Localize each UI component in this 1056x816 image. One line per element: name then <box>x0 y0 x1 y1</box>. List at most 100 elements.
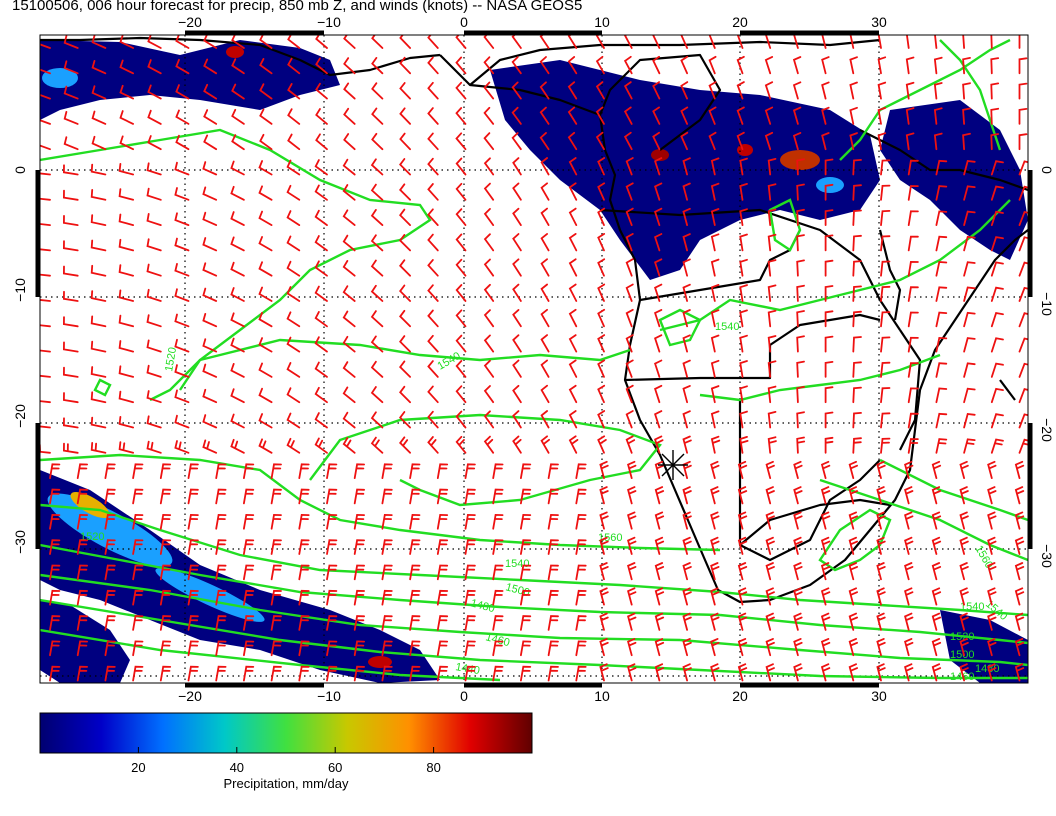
wind-barb-icon <box>682 536 692 555</box>
wind-barb-icon <box>492 564 504 581</box>
wind-barb-icon <box>427 183 439 201</box>
wind-barb-icon <box>710 385 720 404</box>
wind-barb-icon <box>904 511 914 530</box>
wind-barb-icon <box>492 513 504 530</box>
wind-barb-icon <box>342 234 356 252</box>
wind-barb-icon <box>654 258 663 277</box>
wind-barb-icon <box>575 513 587 530</box>
wind-barb-icon <box>342 285 356 302</box>
wind-barb-icon <box>63 111 79 125</box>
wind-barb-icon <box>962 132 971 151</box>
wind-barb-icon <box>625 283 634 302</box>
wind-barb-icon <box>765 587 775 606</box>
wind-barb-icon <box>963 261 976 277</box>
contour-1520-north <box>40 128 432 402</box>
wind-barb-icon <box>370 209 384 226</box>
wind-barb-icon <box>599 638 609 657</box>
wind-barb-icon <box>597 233 606 252</box>
wind-barb-icon <box>824 335 834 353</box>
wind-barb-icon <box>959 612 969 631</box>
wind-barb-icon <box>40 172 51 176</box>
wind-barb-icon <box>315 133 328 151</box>
wind-barb-icon <box>243 539 255 555</box>
wind-barb-icon <box>342 335 356 353</box>
wind-barb-icon <box>963 362 976 378</box>
lon-tick-label: −10 <box>317 14 341 30</box>
contour-1520-south <box>40 503 721 594</box>
wind-barb-icon <box>852 234 862 252</box>
wind-barb-icon <box>904 638 914 657</box>
wind-barb-icon <box>739 436 749 454</box>
lat-tick-label: −10 <box>1039 292 1055 316</box>
wind-barb-icon <box>1018 261 1028 277</box>
colorbar-tick-label: 20 <box>131 760 145 775</box>
wind-barb-icon <box>990 35 993 49</box>
wind-barb-icon <box>654 435 664 454</box>
wind-barb-icon <box>399 208 411 226</box>
wind-barb-icon <box>568 410 578 429</box>
wind-barb-icon <box>298 640 310 657</box>
wind-barb-icon <box>174 338 190 353</box>
wind-barb-icon <box>959 536 969 555</box>
wind-barb-icon <box>880 311 891 328</box>
wind-barb-icon <box>62 341 79 353</box>
wind-barb-icon <box>824 411 834 429</box>
wind-barb-icon <box>962 57 971 75</box>
wind-barb-icon <box>877 56 887 75</box>
wind-barb-icon <box>796 411 805 429</box>
wind-barb-icon <box>231 134 245 151</box>
wind-barb-icon <box>568 308 578 328</box>
wind-barb-icon <box>342 361 356 378</box>
wind-barb-icon <box>492 615 504 631</box>
wind-barb-icon <box>49 640 61 657</box>
wind-barb-icon <box>104 463 116 479</box>
wind-barb-icon <box>427 360 439 378</box>
wind-barb-icon <box>739 258 748 277</box>
wind-barb-icon <box>654 157 663 176</box>
lat-tick-label: −20 <box>12 404 28 428</box>
wind-barb-icon <box>132 665 144 682</box>
wind-barb-icon <box>399 284 411 302</box>
wind-barb-icon <box>820 536 831 555</box>
wind-barb-icon <box>287 83 301 100</box>
wind-barb-icon <box>40 425 51 429</box>
wind-barb-icon <box>243 488 255 505</box>
wind-barb-icon <box>159 615 172 631</box>
wind-barb-icon <box>231 108 245 125</box>
contour-1560-north-east <box>939 39 1002 151</box>
lon-tick-label: −20 <box>178 688 202 704</box>
wind-barb-icon <box>547 513 559 530</box>
wind-barb-icon <box>682 207 691 226</box>
wind-barb-icon <box>796 158 805 176</box>
wind-barb-icon <box>710 435 721 454</box>
wind-barb-icon <box>540 334 550 353</box>
wind-barb-icon <box>512 359 522 378</box>
wind-barb-icon <box>132 589 144 606</box>
wind-barb-icon <box>820 612 831 631</box>
wind-barb-icon <box>963 413 976 429</box>
wind-barb-icon <box>877 132 887 151</box>
wind-barb-icon <box>627 612 637 631</box>
lat-tick-label: 0 <box>12 166 28 174</box>
wind-barb-icon <box>935 159 948 176</box>
wind-barb-icon <box>62 265 79 277</box>
wind-barb-icon <box>342 310 356 328</box>
wind-barb-icon <box>931 638 942 657</box>
wind-barb-icon <box>132 539 144 555</box>
wind-barb-icon <box>682 258 691 277</box>
asterisk-marker-icon <box>658 450 688 480</box>
wind-barb-icon <box>159 564 172 581</box>
wind-barb-icon <box>575 640 587 657</box>
wind-barb-icon <box>935 412 948 429</box>
wind-barb-icon <box>259 108 273 125</box>
wind-barb-icon <box>931 612 942 631</box>
wind-barb-icon <box>682 182 691 201</box>
wind-barb-icon <box>849 81 858 100</box>
wind-barb-icon <box>455 56 467 75</box>
wind-barb-icon <box>174 364 190 378</box>
wind-barb-icon <box>455 157 467 176</box>
wind-barb-icon <box>202 414 218 429</box>
wind-barb-icon <box>342 158 356 176</box>
colorbar-tick-label: 40 <box>230 760 244 775</box>
wind-barb-icon <box>326 615 338 631</box>
